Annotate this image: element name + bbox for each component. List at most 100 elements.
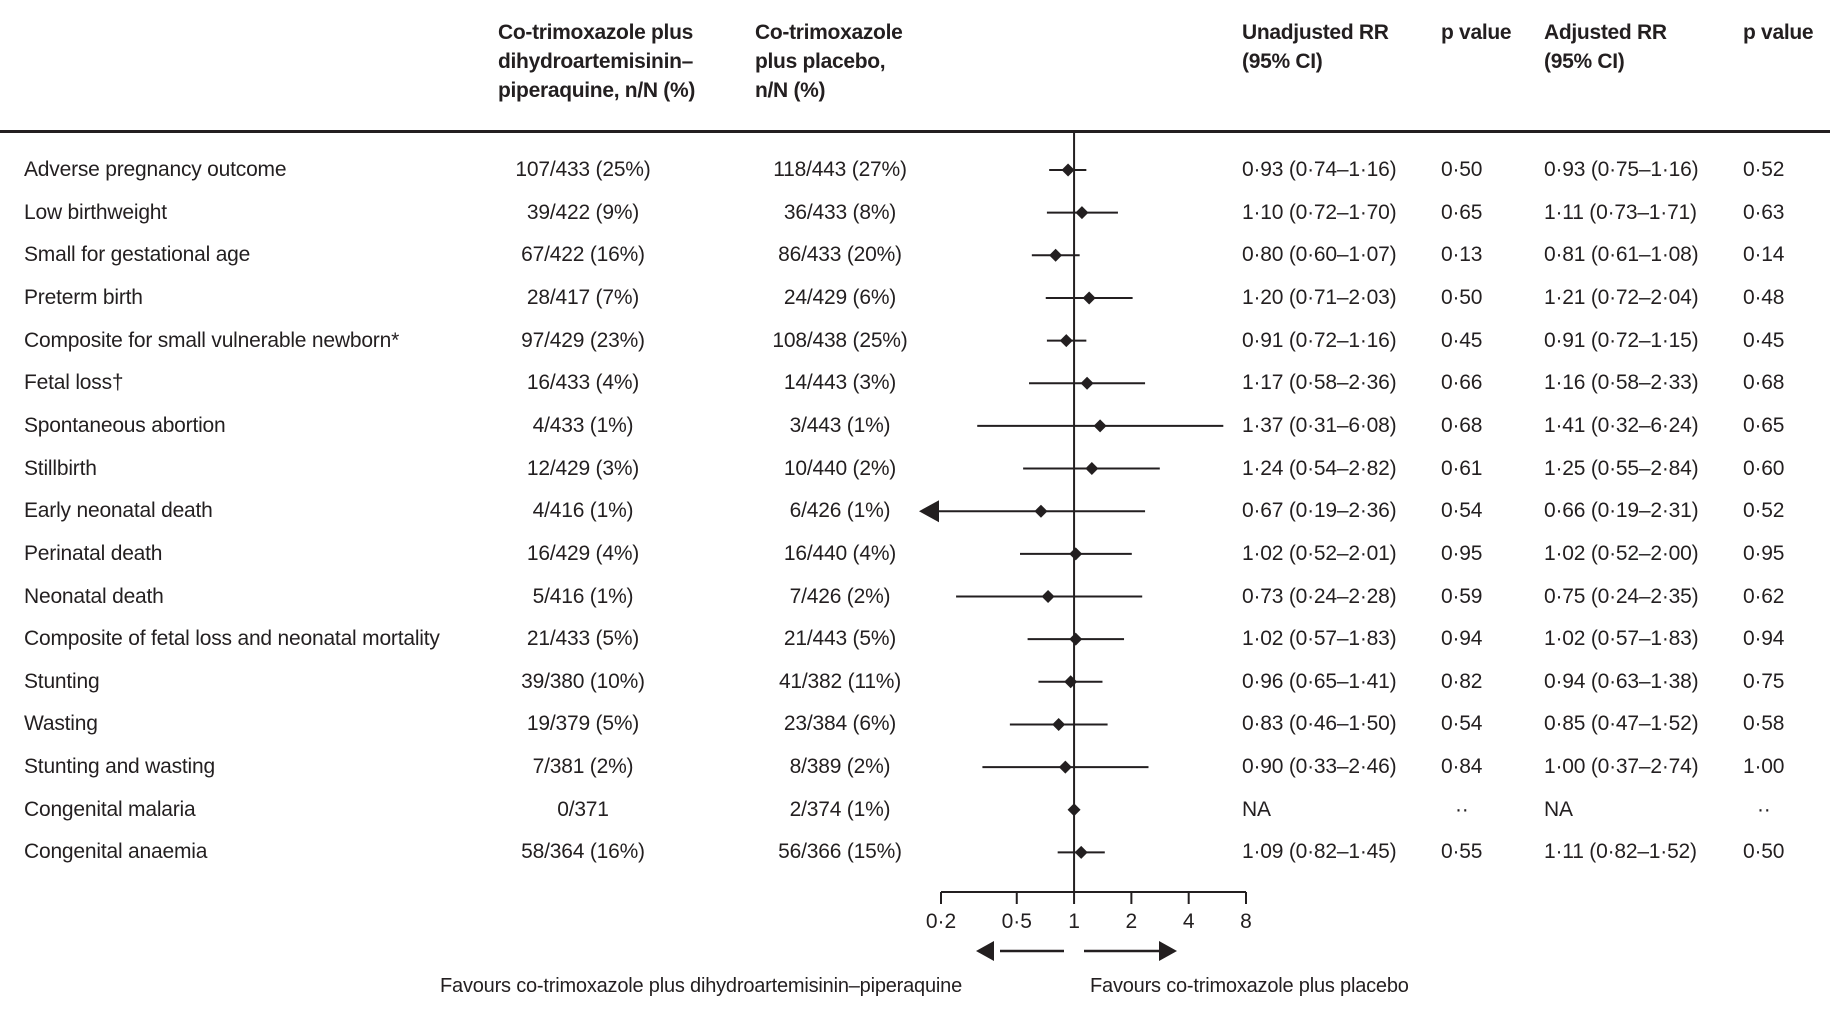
p-value-unadjusted: 0·45	[1441, 328, 1483, 352]
p-value-adjusted: 0·68	[1743, 371, 1785, 395]
adjusted-rr-value: 1·25 (0·55–2·84)	[1544, 456, 1699, 480]
unadjusted-rr-value: 0·73 (0·24–2·28)	[1242, 584, 1397, 608]
ci-truncation-arrow	[919, 500, 939, 523]
unadjusted-rr-value: 1·02 (0·52–2·01)	[1242, 541, 1397, 565]
p-value-unadjusted: 0·66	[1441, 371, 1483, 395]
p-value-adjusted: 0·75	[1743, 669, 1785, 693]
control-value: 3/443 (1%)	[789, 413, 891, 437]
x-axis-tick-label: 0·5	[1002, 910, 1032, 933]
intervention-value: 4/433 (1%)	[532, 413, 634, 437]
control-value: 41/382 (11%)	[778, 669, 902, 693]
p-value-adjusted: 0·62	[1743, 584, 1785, 608]
header-adjusted-line: (95% CI)	[1544, 50, 1625, 73]
adjusted-rr-value: 1·11 (0·82–1·52)	[1544, 840, 1697, 864]
control-value: 14/443 (3%)	[783, 371, 897, 395]
unadjusted-rr-value: 0·83 (0·46–1·50)	[1242, 712, 1397, 736]
header-adjusted-line: Adjusted RR	[1544, 21, 1667, 44]
p-value-adjusted: 0·58	[1743, 712, 1785, 736]
control-value: 8/389 (2%)	[789, 755, 891, 779]
intervention-value: 21/433 (5%)	[526, 627, 640, 651]
control-value: 21/443 (5%)	[783, 627, 897, 651]
p-value-adjusted: 0·52	[1743, 499, 1785, 523]
p-value-unadjusted: 0·84	[1441, 755, 1483, 779]
row-label: Stunting	[24, 669, 100, 693]
header-unadjusted-line: Unadjusted RR	[1242, 21, 1389, 44]
unadjusted-rr-value: 0·93 (0·74–1·16)	[1242, 158, 1397, 181]
p-value-unadjusted: 0·61	[1441, 456, 1483, 480]
favours-left-arrowhead	[976, 941, 994, 961]
p-value-adjusted: 0·94	[1743, 627, 1785, 651]
header-p-value-unadjusted: p value	[1441, 21, 1512, 44]
p-value-unadjusted: 0·59	[1441, 584, 1483, 608]
header-intervention: Co-trimoxazole plus dihydroartemisinin– …	[498, 18, 695, 105]
unadjusted-rr-value: 0·91 (0·72–1·16)	[1242, 328, 1397, 352]
p-value-adjusted: 0·95	[1743, 541, 1785, 565]
point-estimate-marker	[1069, 547, 1083, 561]
p-value-unadjusted: 0·82	[1441, 669, 1483, 693]
row-label: Preterm birth	[24, 285, 143, 309]
adjusted-rr-value: 1·21 (0·72–2·04)	[1544, 285, 1699, 309]
unadjusted-rr-value: 1·09 (0·82–1·45)	[1242, 840, 1397, 864]
x-axis-tick-label: 0·2	[926, 910, 956, 933]
row-label: Congenital anaemia	[24, 840, 208, 864]
intervention-value: 107/433 (25%)	[515, 158, 651, 181]
point-estimate-marker	[1052, 717, 1066, 731]
control-value: 10/440 (2%)	[783, 456, 897, 480]
point-estimate-marker	[1061, 163, 1075, 177]
p-value-unadjusted: 0·68	[1441, 413, 1483, 437]
p-value-unadjusted: 0·65	[1441, 200, 1483, 224]
p-value-adjusted: 0·50	[1743, 840, 1785, 864]
adjusted-rr-value: 1·02 (0·57–1·83)	[1544, 627, 1699, 651]
intervention-value: 67/422 (16%)	[521, 243, 645, 267]
intervention-value: 4/416 (1%)	[532, 499, 634, 523]
control-value: 16/440 (4%)	[783, 541, 897, 565]
control-value: 7/426 (2%)	[789, 584, 891, 608]
p-value-adjusted: 0·45	[1743, 328, 1785, 352]
control-value: 23/384 (6%)	[783, 712, 897, 736]
adjusted-rr-value: 1·16 (0·58–2·33)	[1544, 371, 1699, 395]
row-label: Composite for small vulnerable newborn*	[24, 328, 400, 352]
intervention-value: 19/379 (5%)	[526, 712, 640, 736]
intervention-value: 39/380 (10%)	[521, 669, 645, 693]
row-label: Stillbirth	[24, 456, 97, 480]
row-label: Perinatal death	[24, 541, 163, 565]
p-value-adjusted: ··	[1757, 797, 1771, 821]
row-label: Fetal loss†	[24, 371, 124, 395]
adjusted-rr-value: 0·81 (0·61–1·08)	[1544, 243, 1699, 267]
intervention-value: 5/416 (1%)	[532, 584, 634, 608]
unadjusted-rr-value: 1·20 (0·71–2·03)	[1242, 285, 1397, 309]
p-value-adjusted: 0·14	[1743, 243, 1785, 267]
unadjusted-rr-value: NA	[1242, 797, 1271, 821]
x-axis-tick-label: 4	[1183, 910, 1195, 933]
p-value-unadjusted: 0·94	[1441, 627, 1483, 651]
point-estimate-marker	[1075, 206, 1089, 220]
row-label: Early neonatal death	[24, 499, 213, 523]
adjusted-rr-value: 0·85 (0·47–1·52)	[1544, 712, 1699, 736]
adjusted-rr-value: 0·91 (0·72–1·15)	[1544, 328, 1699, 352]
header-intervention-line: piperaquine, n/N (%)	[498, 79, 696, 102]
row-label: Congenital malaria	[24, 797, 196, 821]
p-value-unadjusted: 0·50	[1441, 285, 1483, 309]
intervention-value: 16/429 (4%)	[526, 541, 640, 565]
adjusted-rr-value: 1·41 (0·32–6·24)	[1544, 413, 1699, 437]
row-label: Low birthweight	[24, 200, 167, 224]
adjusted-rr-value: NA	[1544, 797, 1573, 821]
unadjusted-rr-value: 1·02 (0·57–1·83)	[1242, 627, 1397, 651]
unadjusted-rr-value: 0·80 (0·60–1·07)	[1242, 243, 1397, 267]
point-estimate-marker	[1067, 803, 1081, 817]
unadjusted-rr-value: 1·17 (0·58–2·36)	[1242, 371, 1397, 395]
point-estimate-marker	[1041, 590, 1055, 603]
header-rule	[0, 130, 1830, 133]
adjusted-rr-value: 1·11 (0·73–1·71)	[1544, 200, 1697, 224]
point-estimate-marker	[1093, 419, 1107, 433]
row-label: Stunting and wasting	[24, 755, 215, 779]
unadjusted-rr-value: 0·90 (0·33–2·46)	[1242, 755, 1397, 779]
unadjusted-rr-value: 0·67 (0·19–2·36)	[1242, 499, 1397, 523]
p-value-unadjusted: 0·50	[1441, 158, 1483, 181]
point-estimate-marker	[1049, 248, 1063, 262]
control-value: 118/443 (27%)	[773, 158, 907, 181]
point-estimate-marker	[1059, 334, 1073, 348]
adjusted-rr-value: 0·75 (0·24–2·35)	[1544, 584, 1699, 608]
p-value-unadjusted: 0·54	[1441, 499, 1483, 523]
